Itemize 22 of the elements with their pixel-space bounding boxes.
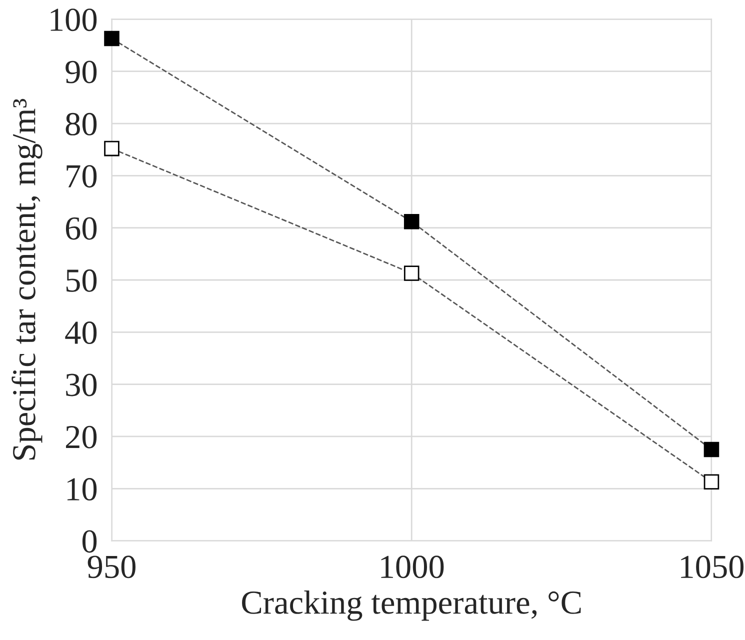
x-axis-title: Cracking temperature, °C (242, 590, 581, 621)
y-tick-label: 60 (66, 217, 97, 240)
point (704, 474, 720, 490)
y-tick-label: 90 (66, 60, 97, 84)
point (404, 214, 420, 230)
y-tick-label: 20 (66, 426, 97, 448)
y-tick-label: 70 (66, 165, 97, 188)
y-tick-label: 80 (66, 112, 97, 136)
point (104, 140, 120, 156)
point (104, 30, 120, 46)
y-tick-label: 100 (50, 8, 97, 32)
y-tick-label: 40 (65, 322, 97, 344)
point (404, 266, 420, 281)
y-tick-label: 10 (67, 478, 97, 501)
x-tick-label: 1050 (681, 556, 744, 578)
y-tick-label: 50 (66, 269, 97, 292)
y-tick-label: 30 (66, 374, 97, 396)
y-tick-label: 0 (82, 530, 97, 553)
y-axis-title: Specific tar content, mg/m³ (12, 98, 42, 460)
x-tick-label: 1000 (381, 556, 444, 578)
point (704, 442, 720, 458)
x-tick-label: 950 (88, 556, 136, 578)
